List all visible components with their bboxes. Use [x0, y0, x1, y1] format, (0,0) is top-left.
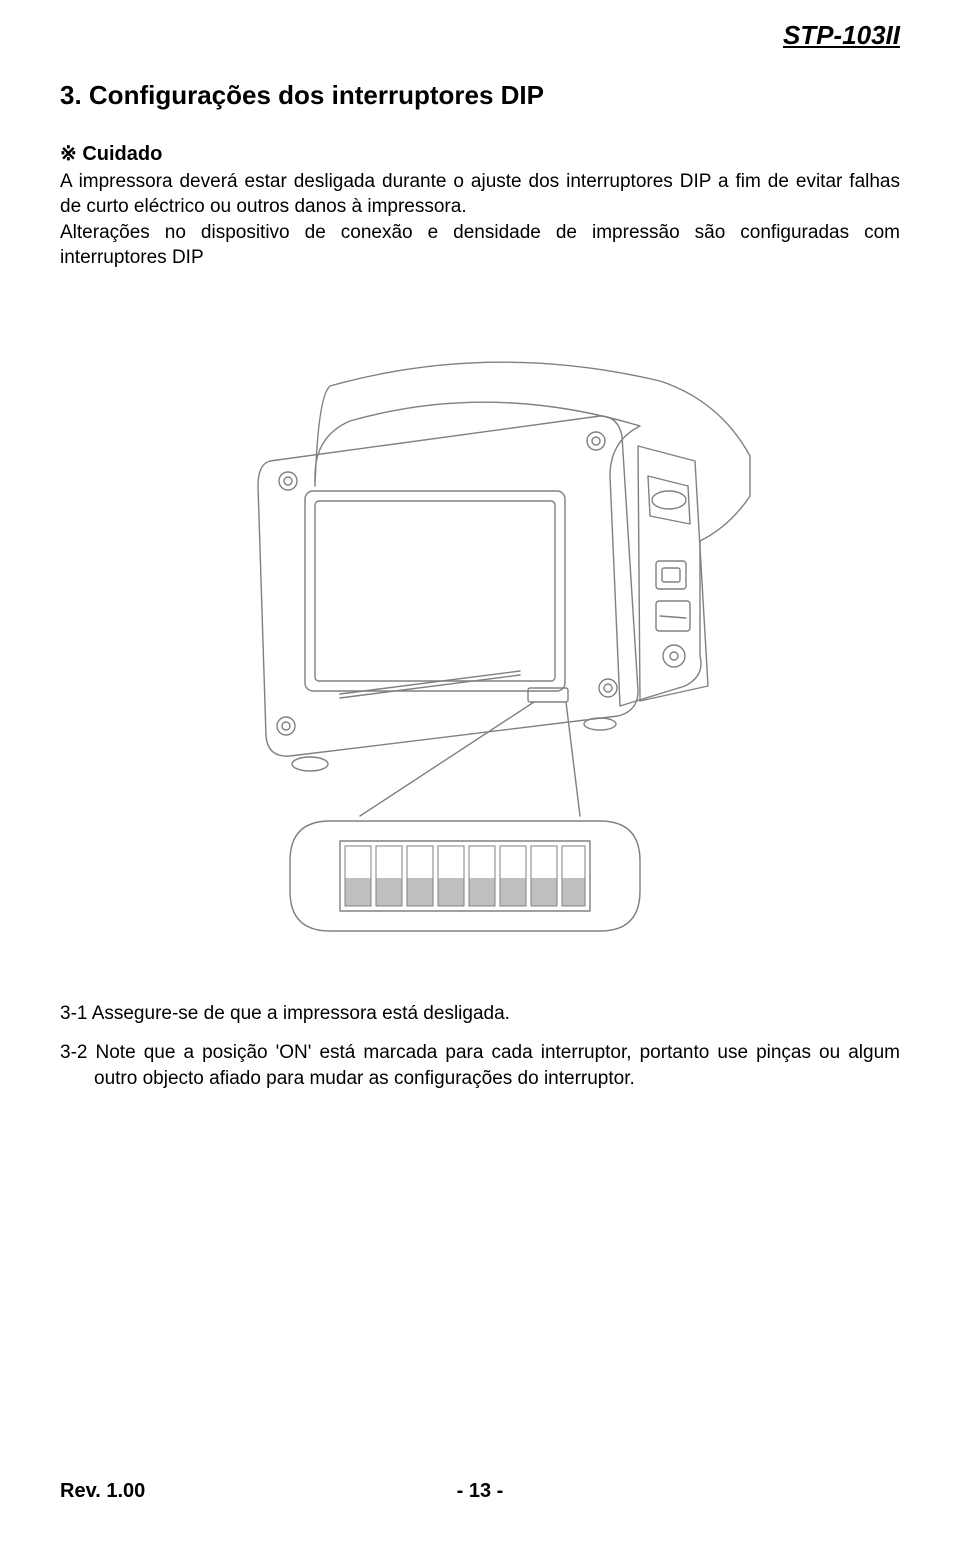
page-footer: Rev. 1.00 - 13 - — [60, 1480, 900, 1503]
footer-page-number: - 13 - — [457, 1480, 504, 1503]
caution-paragraph-2: Alterações no dispositivo de conexão e d… — [60, 221, 900, 270]
footer-spacer — [894, 1480, 900, 1503]
caution-marker: ※ — [60, 143, 77, 165]
caution-paragraph-1: A impressora deverá estar desligada dura… — [60, 170, 900, 219]
section-title: 3. Configurações dos interruptores DIP — [60, 80, 900, 111]
step-3-1: 3-1 Assegure-se de que a impressora está… — [60, 1001, 900, 1027]
step-3-2: 3-2 Note que a posição 'ON' está marcada… — [60, 1040, 900, 1091]
printer-diagram — [60, 311, 900, 961]
caution-label-text: Cuidado — [82, 143, 162, 165]
caution-heading: ※ Cuidado — [60, 141, 900, 166]
printer-diagram-svg — [140, 326, 820, 946]
product-code: STP-103II — [783, 20, 900, 51]
footer-revision: Rev. 1.00 — [60, 1480, 145, 1503]
